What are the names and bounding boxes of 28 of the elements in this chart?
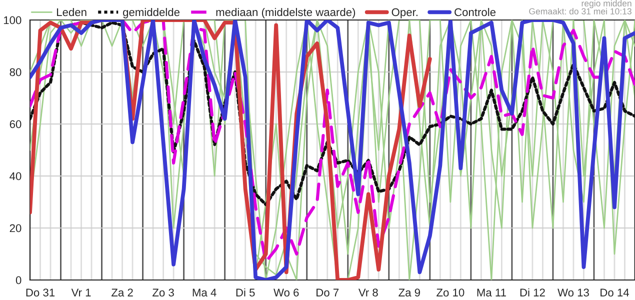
legend-label: Controle (454, 8, 496, 16)
x-tick-label: Do 7 (316, 288, 339, 296)
x-tick-label: Ma 4 (192, 288, 216, 296)
y-tick-label: 60 (10, 120, 22, 128)
x-tick-label: Vr 1 (71, 288, 91, 296)
x-tick-label: Di 12 (520, 288, 545, 296)
legend-label: Oper. (392, 8, 418, 18)
x-tick-label: Za 2 (112, 288, 133, 296)
y-tick-label: 20 (10, 224, 22, 232)
x-tick-label: Di 5 (236, 288, 255, 296)
y-tick-label: 0 (16, 276, 22, 284)
x-tick-label: Ma 11 (477, 288, 506, 296)
legend-label: gemiddelde (123, 8, 180, 18)
y-tick-label: 40 (10, 172, 22, 180)
x-tick-label: Zo 10 (436, 288, 464, 296)
x-tick-label: Do 14 (600, 288, 629, 296)
x-tick-label: Wo 6 (274, 288, 299, 296)
x-tick-label: Wo 13 (558, 288, 589, 296)
text: Gemaakt: do 31 mei 10:13 (529, 8, 632, 14)
y-tick-label: 80 (10, 68, 22, 76)
series-label: Leden (57, 8, 86, 16)
x-tick-label: Vr 8 (358, 288, 378, 296)
x-tick-label: Za 9 (398, 288, 420, 296)
text: regio midden (582, 0, 632, 8)
x-tick-label: Do 31 (26, 288, 55, 296)
x-tick-label: Zo 3 (152, 288, 174, 296)
y-tick-label: 100 (4, 16, 22, 24)
legend-label: mediaan (middelste waarde) (216, 8, 356, 18)
